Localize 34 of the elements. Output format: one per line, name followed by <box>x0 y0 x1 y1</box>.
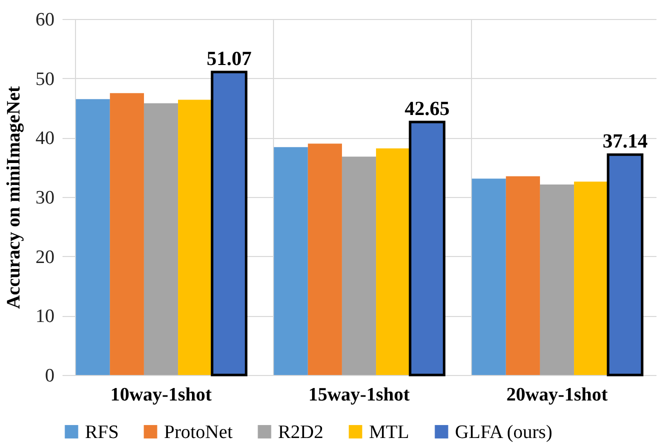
bar <box>472 178 506 375</box>
bar <box>606 153 644 376</box>
y-tick-label: 40 <box>36 128 54 150</box>
y-axis-title: Accuracy on miniImageNet <box>4 85 24 309</box>
legend-label: R2D2 <box>278 422 324 443</box>
legend-label: RFS <box>85 422 119 443</box>
bar <box>506 176 540 375</box>
bar <box>540 184 574 375</box>
data-label: 42.65 <box>404 98 450 120</box>
x-tick-label: 20way-1shot <box>506 384 608 406</box>
bar <box>110 93 144 375</box>
bar <box>574 182 608 375</box>
bar <box>408 120 446 376</box>
y-tick-label: 0 <box>45 366 54 386</box>
legend-label: GLFA (ours) <box>455 422 552 443</box>
bar <box>144 103 178 375</box>
x-tick-label: 10way-1shot <box>110 384 212 406</box>
y-tick-label: 50 <box>36 68 54 90</box>
y-tick-label: 20 <box>36 246 54 268</box>
x-tick-label: 15way-1shot <box>308 384 410 406</box>
bar <box>342 156 376 375</box>
data-label: 51.07 <box>206 48 252 70</box>
legend-label: MTL <box>369 422 410 443</box>
bar <box>376 148 410 375</box>
bar <box>274 147 308 375</box>
bar <box>308 144 342 375</box>
bar <box>178 100 212 375</box>
y-tick-label: 10 <box>36 306 54 328</box>
legend-label: ProtoNet <box>164 422 234 443</box>
data-label: 37.14 <box>602 130 648 153</box>
bar <box>210 70 248 376</box>
y-tick-label: 30 <box>36 188 54 208</box>
bar <box>76 99 110 375</box>
y-tick-label: 60 <box>36 10 54 30</box>
